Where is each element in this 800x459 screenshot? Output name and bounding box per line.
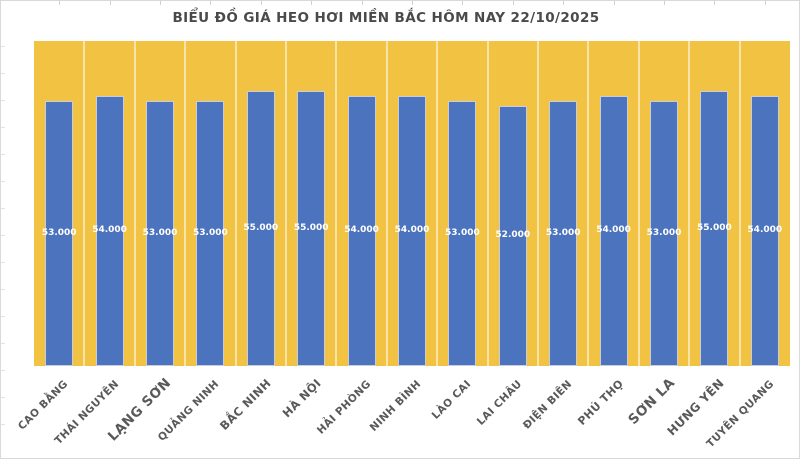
bar-value-label: 54.000 [394,225,430,235]
bar-sơn-la: 53.000 [647,101,681,366]
bar-thái-nguyên: 54.000 [92,96,127,366]
bar-value-label: 54.000 [747,225,783,235]
top-tick [311,1,313,5]
column-gridline [637,41,640,366]
top-tick [59,1,61,5]
bar-điện-biên: 53.000 [546,101,581,366]
bar-tuyên-quang: 54.000 [747,96,782,366]
bar-bắc-ninh: 55.000 [243,91,278,366]
column-gridline [285,41,287,366]
top-tick [563,1,565,5]
top-tick [664,1,665,5]
top-tick [462,1,464,5]
left-tick [1,46,5,47]
top-tick [361,1,363,5]
category-axis-labels: CAO BẰNG THÁI NGUYÊN LẠNG SƠN QUẢNG NINH BẮC… [16,372,790,452]
bar-value-label: 54.000 [344,225,379,235]
column-gridline [133,41,136,366]
bar-value-label: 53.000 [41,227,77,238]
bar-cao-bằng: 53.000 [42,101,77,366]
bar-hải-phòng: 54.000 [344,96,379,366]
bar-value-label: 53.000 [445,227,480,238]
bar-lai-châu: 52.000 [495,106,530,366]
left-tick [1,343,5,344]
top-tick [764,1,766,5]
left-tick [1,154,5,155]
top-tick [714,1,716,5]
bar-value-label: 55.000 [293,222,329,233]
bar-lạng-sơn: 53.000 [143,101,177,366]
left-tick [1,424,5,425]
column-gridline [184,41,187,366]
column-gridline [436,41,439,366]
left-tick [1,208,5,209]
left-tick [1,181,5,182]
bar-value-label: 53.000 [545,227,581,238]
bar-hưng-yên: 55.000 [697,91,732,366]
column-gridline [234,41,237,366]
bar-value-label: 53.000 [646,227,682,238]
plot-area: 53.000 54.000 53.000 53.000 55.000 55.000 54.0… [34,41,790,366]
bar-phú-thọ: 54.000 [596,96,631,366]
column-gridline [688,41,691,366]
column-gridline [738,41,741,366]
bar-lào-cai: 53.000 [445,101,480,366]
top-tick [260,1,262,5]
left-tick [1,235,5,236]
column-gridline [385,41,388,366]
top-tick [210,1,212,5]
bar-value-label: 55.000 [697,222,732,233]
top-tick [512,1,514,5]
bar-value-label: 54.000 [92,225,127,235]
column-gridline [587,41,590,366]
column-gridline [486,41,489,366]
left-tick [1,127,5,128]
chart-title: BIỂU ĐỒ GIÁ HEO HƠI MIỀN BẮC HÔM NAY 22/… [172,10,600,26]
left-tick [1,289,5,290]
top-tick [160,1,161,5]
left-tick [1,397,5,398]
left-tick [1,262,5,263]
top-tick [613,1,615,5]
left-tick [1,316,5,317]
column-gridline [83,41,86,366]
top-tick [109,1,111,5]
left-tick [1,73,5,74]
bar-value-label: 54.000 [596,225,631,235]
category-label-cao-bằng: CAO BẰNG [16,378,71,433]
bar-value-label: 53.000 [142,227,178,238]
bar-ninh-bình: 54.000 [395,96,429,366]
bar-value-label: 52.000 [495,230,531,240]
top-tick [412,1,413,5]
category-label-anchor: TUYÊN QUANG [704,372,799,450]
column-gridline [537,41,539,366]
bar-value-label: 55.000 [243,222,279,233]
bar-hà-nội: 55.000 [294,91,329,366]
bar-value-label: 53.000 [193,227,228,238]
column-gridline [335,41,338,366]
left-tick [1,100,5,101]
bar-quảng-ninh: 53.000 [193,101,228,366]
left-tick [1,370,5,371]
